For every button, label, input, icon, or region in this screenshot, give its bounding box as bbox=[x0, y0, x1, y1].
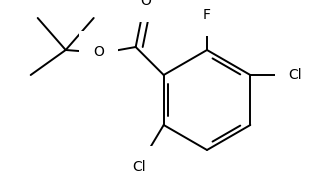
Text: Cl: Cl bbox=[132, 160, 146, 174]
Text: Cl: Cl bbox=[288, 68, 302, 82]
Text: O: O bbox=[93, 45, 104, 59]
Text: O: O bbox=[140, 0, 151, 8]
Text: F: F bbox=[203, 8, 211, 22]
